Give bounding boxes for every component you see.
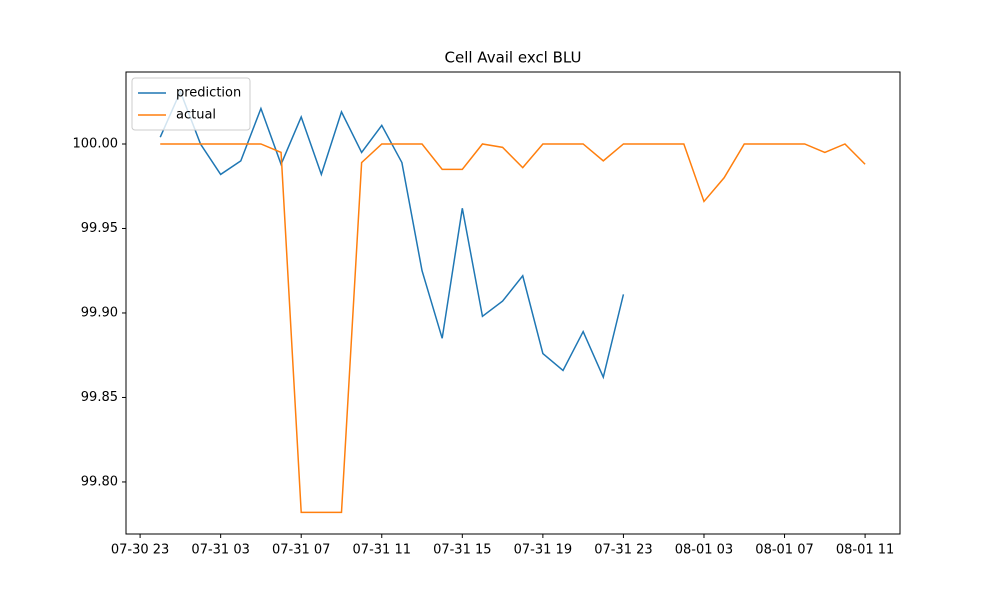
- data-line: [160, 143, 866, 514]
- x-tick-label: 08-01 07: [755, 543, 813, 558]
- x-tick-label: 07-30 23: [111, 543, 169, 558]
- y-tick-label: 100.00: [73, 136, 119, 151]
- legend-label: actual: [176, 108, 216, 123]
- x-tick-label: 08-01 11: [836, 543, 894, 558]
- y-tick-label: 99.80: [81, 474, 118, 489]
- legend: prediction actual: [131, 77, 251, 131]
- chart-title: Cell Avail excl BLU: [445, 49, 582, 67]
- y-tick-label: 99.95: [81, 221, 118, 236]
- legend-box: [131, 77, 251, 131]
- data-line: [159, 89, 625, 380]
- x-tick-label: 08-01 03: [675, 543, 733, 558]
- x-tick-label: 07-31 11: [353, 543, 411, 558]
- x-tick-label: 07-31 23: [594, 543, 652, 558]
- plot-area: [125, 71, 901, 535]
- x-tick-label: 07-31 19: [514, 543, 572, 558]
- legend-label: prediction: [176, 86, 241, 101]
- x-tick-label: 07-31 07: [272, 543, 330, 558]
- x-tick-label: 07-31 03: [191, 543, 249, 558]
- y-tick-label: 99.90: [81, 305, 118, 320]
- y-tick-label: 99.85: [81, 390, 118, 405]
- x-tick-label: 07-31 15: [433, 543, 491, 558]
